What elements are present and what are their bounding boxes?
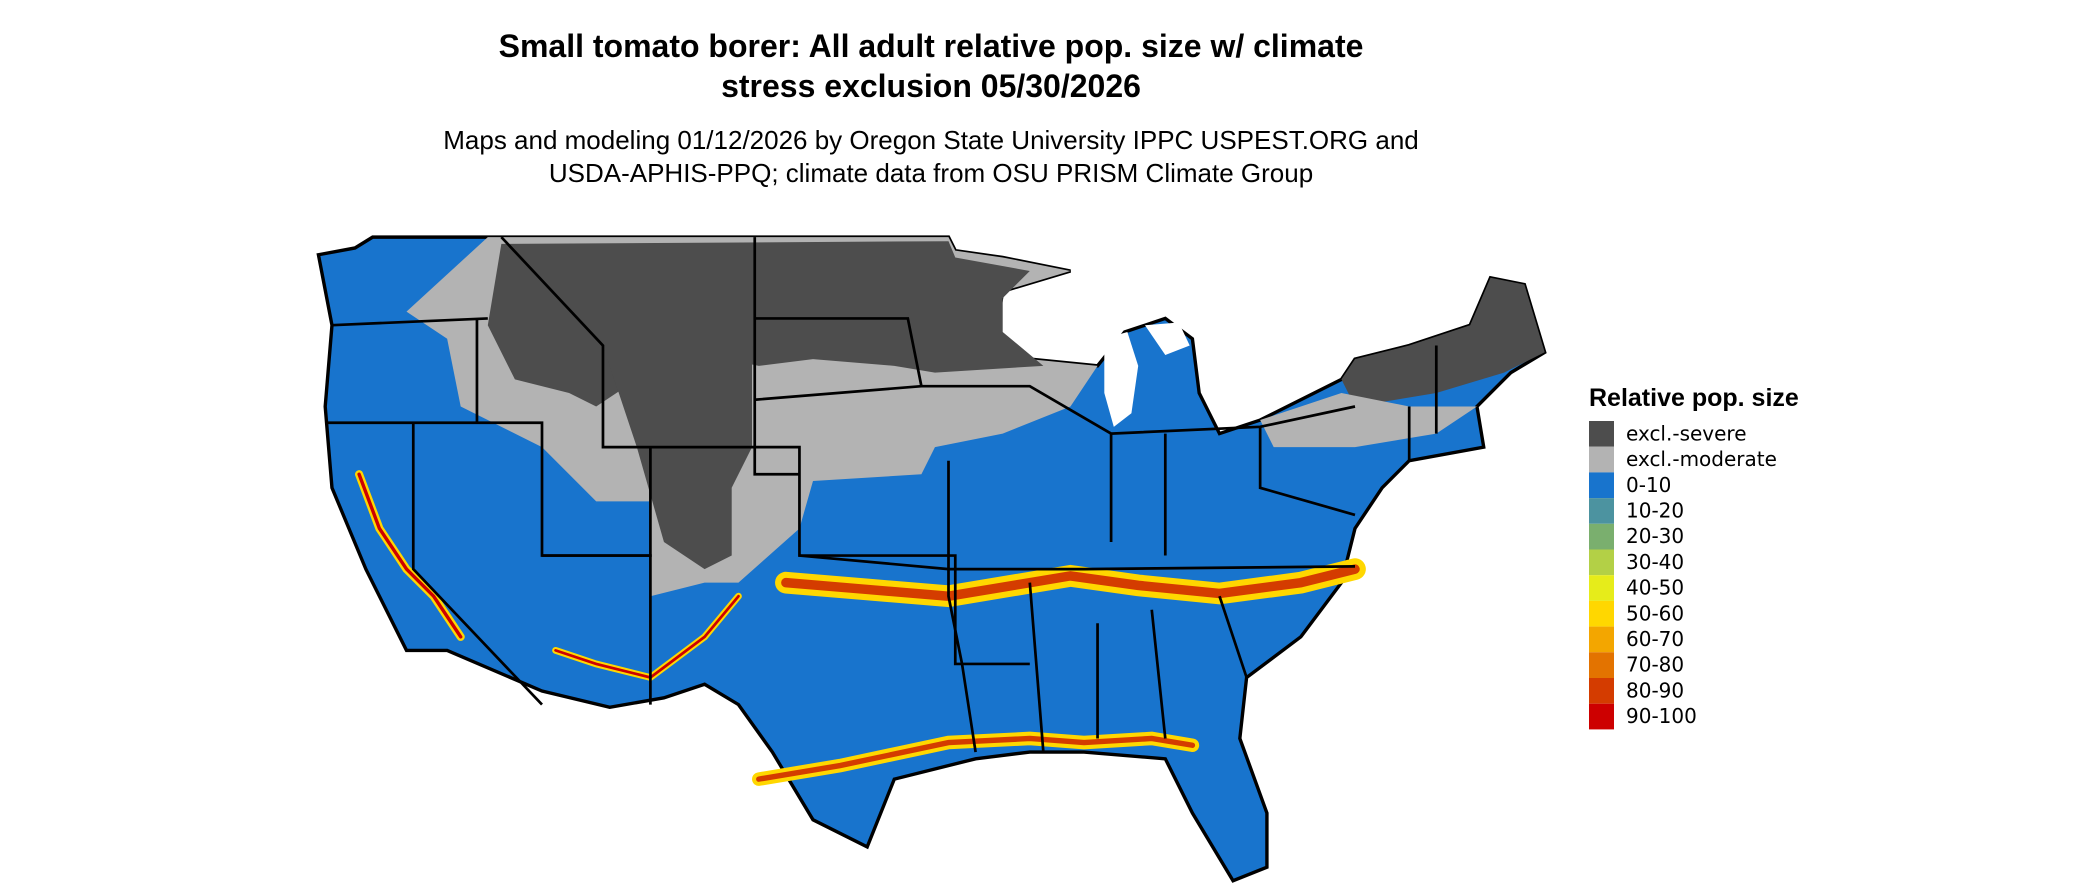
legend-label: 10-20: [1626, 498, 1684, 522]
legend-swatch: [1589, 703, 1614, 730]
legend-label: 90-100: [1626, 704, 1697, 728]
legend-label: 0-10: [1626, 473, 1671, 497]
legend-swatch: [1589, 600, 1614, 627]
legend-swatch: [1589, 446, 1614, 473]
legend-swatch: [1589, 523, 1614, 550]
legend-label: 70-80: [1626, 653, 1684, 677]
legend-swatch: [1589, 678, 1614, 704]
severe-zone: [602, 345, 753, 570]
legend-label: 40-50: [1626, 576, 1684, 600]
map: [316, 235, 1547, 883]
legend-swatch: [1589, 626, 1614, 653]
legend-swatch: [1589, 549, 1614, 576]
legend-label: 60-70: [1626, 627, 1684, 651]
hot-bands: [355, 470, 1366, 786]
title-line: stress exclusion 05/30/2026: [721, 68, 1141, 104]
subtitle-line: Maps and modeling 01/12/2026 by Oregon S…: [443, 125, 1419, 155]
legend-label: 80-90: [1626, 678, 1684, 702]
legend-label: excl.-severe: [1626, 421, 1747, 445]
legend-title: Relative pop. size: [1589, 384, 1799, 412]
moderate-zone: [1260, 392, 1477, 448]
legend-swatch: [1589, 421, 1614, 447]
legend-label: 20-30: [1626, 524, 1684, 548]
title-line: Small tomato borer: All adult relative p…: [499, 28, 1364, 64]
legend-label: 30-40: [1626, 550, 1684, 574]
legend-label: 50-60: [1626, 601, 1684, 625]
state-borders: [325, 236, 1438, 753]
severe-zone: [1341, 277, 1545, 407]
legend-swatch: [1589, 472, 1614, 499]
subtitle-line: USDA-APHIS-PPQ; climate data from OSU PR…: [549, 158, 1313, 188]
legend: excl.-severeexcl.-moderate0-1010-2020-30…: [1589, 421, 1777, 730]
legend-swatch: [1589, 498, 1614, 524]
lake: [1104, 331, 1139, 427]
lake: [1144, 322, 1190, 356]
legend-swatch: [1589, 575, 1614, 601]
legend-swatch: [1589, 652, 1614, 678]
legend-label: excl.-moderate: [1626, 447, 1777, 471]
